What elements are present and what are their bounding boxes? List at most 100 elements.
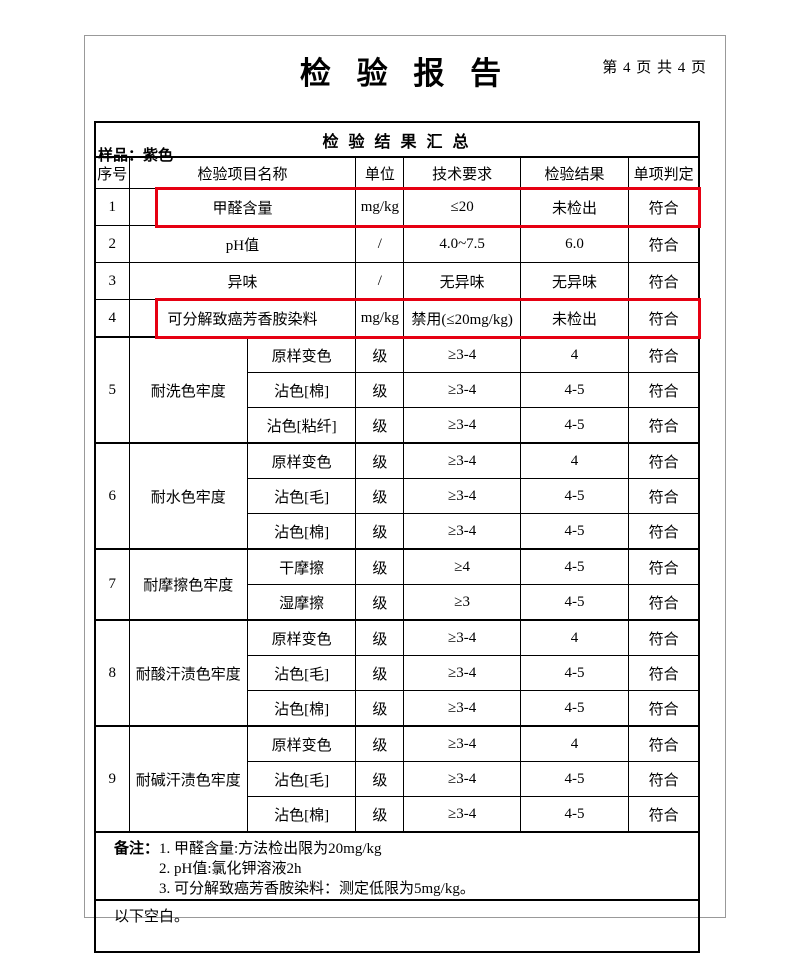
table-header-row: 序号 检验项目名称 单位 技术要求 检验结果 单项判定 [94,156,700,189]
cell-subitem: 原样变色 [246,619,357,656]
cell-judgement: 符合 [628,513,700,550]
cell-unit: 级 [355,442,405,479]
note-line-3: 3. 可分解致癌芳香胺染料：测定低限为5mg/kg。 [159,881,475,897]
cell-subitem: 沾色[毛] [246,478,357,514]
col-header-requirement: 技术要求 [403,156,521,189]
cell-group-name: 耐碱汗渍色牢度 [128,725,248,833]
cell-judgement: 符合 [628,761,700,797]
cell-judgement: 符合 [628,188,700,226]
cell-seq: 9 [94,725,130,833]
cell-subitem: 原样变色 [246,336,357,373]
cell-unit: 级 [355,407,405,444]
cell-item: 异味 [128,262,357,300]
result-subrow: 9 耐碱汗渍色牢度 原样变色级 ≥3-4 4 符合 [94,725,700,833]
result-row: 2 pH值/4.0~7.5 6.0 符合 [94,225,700,263]
cell-result: 4-5 [519,690,630,727]
cell-unit: 级 [355,372,405,408]
cell-result: 4-5 [519,548,630,585]
result-subrow: 沾色[棉] 级 ≥3-4 4-5 符合 [95,372,700,408]
table-caption: 检 验 结 果 汇 总 [94,121,700,158]
cell-requirement: ≥3-4 [403,761,521,797]
cell-seq: 5 [94,336,130,444]
cell-result: 4-5 [519,478,630,514]
table-caption-row: 检 验 结 果 汇 总 [94,121,700,158]
cell-unit: 级 [355,619,405,656]
cell-item: 甲醛含量 [128,188,357,226]
cell-subitem: 干摩擦 [246,548,357,585]
col-header-judgement: 单项判定 [628,156,700,189]
cell-seq: 4 [94,299,130,338]
cell-judgement: 符合 [628,548,700,585]
report-page: 检 验 报 告 第 4 页 共 4 页 样品：紫色 检 验 结 果 汇 总 序号… [84,35,726,953]
result-subrow: 沾色[棉] 级 ≥3-4 4-5 符合 [95,690,700,727]
note-line-1: 1. 甲醛含量:方法检出限为20mg/kg [159,841,382,857]
cell-result: 无异味 [519,262,630,300]
cell-requirement: 禁用(≤20mg/kg) [403,299,521,338]
cell-judgement: 符合 [628,619,700,656]
report-title: 检 验 报 告 [299,56,511,91]
cell-requirement: ≥4 [403,548,521,585]
cell-result: 4-5 [519,372,630,408]
cell-result: 4-5 [519,407,630,444]
cell-judgement: 符合 [628,442,700,479]
cell-seq: 6 [94,442,130,550]
cell-result: 未检出 [519,299,630,338]
cell-result: 4 [519,725,630,762]
cell-result: 4-5 [519,513,630,550]
result-subrow: 沾色[棉] 级 ≥3-4 4-5 符合 [95,513,700,550]
cell-requirement: ≥3 [403,584,521,621]
cell-unit: mg/kg [355,299,405,338]
notes-row: 备注： 1. 甲醛含量:方法检出限为20mg/kg 2. pH值:氯化钾溶液2h… [94,831,700,901]
col-header-result: 检验结果 [519,156,630,189]
cell-item: pH值 [128,225,357,263]
cell-result: 4 [519,619,630,656]
result-subrow: 沾色[粘纤] 级 ≥3-4 4-5 符合 [95,407,700,444]
blank-below-row: 以下空白。 [94,899,700,953]
col-header-unit: 单位 [355,156,405,189]
cell-result: 4-5 [519,796,630,833]
cell-seq: 3 [94,262,130,300]
cell-requirement: 无异味 [403,262,521,300]
results-table-wrap: 检 验 结 果 汇 总 序号 检验项目名称 单位 技术要求 检验结果 单项判定 … [94,121,701,953]
table-footer-section: 备注： 1. 甲醛含量:方法检出限为20mg/kg 2. pH值:氯化钾溶液2h… [94,831,700,953]
cell-requirement: ≥3-4 [403,513,521,550]
cell-requirement: ≥3-4 [403,372,521,408]
cell-result: 未检出 [519,188,630,226]
cell-seq: 2 [94,225,130,263]
table-body-section: 1 甲醛含量 mg/kg ≤20 未检出 符合 2 pH值/4.0~7.5 6.0 符合 3 异味 / 无… [94,188,700,833]
cell-result: 4-5 [519,584,630,621]
cell-requirement: ≥3-4 [403,725,521,762]
result-row: 4 可分解致癌芳香胺染料 mg/kg 禁用(≤20mg/kg) 未检出 符合 [94,299,700,338]
col-header-seq: 序号 [94,156,130,189]
result-subrow: 8 耐酸汗渍色牢度 原样变色级 ≥3-4 4 符合 [94,619,700,727]
cell-unit: 级 [355,761,405,797]
cell-group-name: 耐洗色牢度 [128,336,248,444]
cell-group-name: 耐酸汗渍色牢度 [128,619,248,727]
note-line-2: 2. pH值:氯化钾溶液2h [159,861,302,877]
cell-subitem: 沾色[棉] [246,513,357,550]
cell-group-name: 耐水色牢度 [128,442,248,550]
cell-judgement: 符合 [628,299,700,338]
result-subrow: 5 耐洗色牢度 原样变色级 ≥3-4 4 符合 [94,336,700,444]
cell-unit: / [355,225,405,263]
cell-requirement: ≥3-4 [403,796,521,833]
cell-requirement: ≥3-4 [403,407,521,444]
page-indicator: 第 4 页 共 4 页 [602,60,707,76]
cell-result: 4 [519,442,630,479]
cell-judgement: 符合 [628,725,700,762]
cell-requirement: ≥3-4 [403,442,521,479]
notes-lines: 1. 甲醛含量:方法检出限为20mg/kg 2. pH值:氯化钾溶液2h 3. … [159,839,475,899]
cell-judgement: 符合 [628,225,700,263]
cell-judgement: 符合 [628,336,700,373]
cell-result: 4-5 [519,655,630,691]
cell-unit: 级 [355,584,405,621]
cell-judgement: 符合 [628,407,700,444]
cell-group-name: 耐摩擦色牢度 [128,548,248,621]
cell-unit: 级 [355,655,405,691]
cell-requirement: ≥3-4 [403,655,521,691]
cell-seq: 8 [94,619,130,727]
cell-subitem: 原样变色 [246,442,357,479]
cell-subitem: 湿摩擦 [246,584,357,621]
blank-below-text: 以下空白。 [94,899,700,953]
